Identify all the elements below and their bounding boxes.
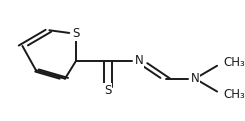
- Text: N: N: [135, 54, 143, 67]
- Text: N: N: [191, 72, 199, 85]
- Text: S: S: [104, 84, 111, 97]
- Text: S: S: [73, 27, 80, 40]
- Text: CH₃: CH₃: [223, 56, 245, 69]
- Text: CH₃: CH₃: [223, 88, 245, 101]
